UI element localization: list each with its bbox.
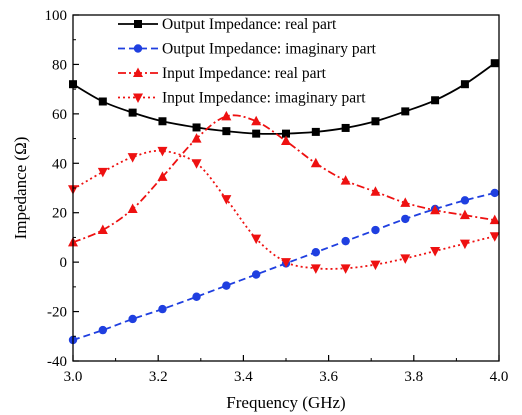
- series-3-point: [370, 260, 381, 271]
- series-3-point: [157, 146, 168, 157]
- series-1-point: [341, 236, 350, 246]
- x-tick-label: 3.0: [64, 369, 83, 385]
- y-tick-label: 60: [52, 107, 67, 123]
- series-2-point: [430, 204, 441, 215]
- series-0-point: [371, 117, 380, 126]
- legend-marker-3: [133, 93, 143, 103]
- legend-label-0: Output Impedance: real part: [162, 16, 337, 33]
- series-2-point: [310, 157, 321, 168]
- series-3-point: [459, 239, 470, 250]
- x-tick-label: 3.2: [149, 369, 168, 385]
- y-tick-label: -40: [47, 354, 67, 370]
- x-tick-label: 3.4: [234, 369, 253, 385]
- series-1-point: [192, 292, 201, 301]
- series-0-point: [222, 127, 231, 136]
- series-3-point: [281, 258, 291, 268]
- series-2-point: [459, 209, 470, 220]
- series-2-point: [127, 203, 138, 214]
- series-1-point: [98, 325, 108, 335]
- series-0-point: [252, 129, 261, 138]
- series-0-point: [431, 96, 440, 105]
- series-2-point: [191, 133, 202, 143]
- y-axis-title: Impedance (Ω): [11, 137, 30, 240]
- series-3-point: [97, 167, 108, 178]
- series-2-point: [157, 171, 168, 181]
- y-tick-label: 80: [52, 57, 67, 73]
- series-2-point: [370, 186, 381, 196]
- x-tick-label: 3.8: [404, 369, 423, 385]
- series-0-point: [311, 127, 320, 136]
- series-1-point: [401, 214, 410, 224]
- axis-layer: 3.0 3.2 3.4 3.6 3.8 4.0 -40 -20 0 20 40 60 80 100: [45, 8, 509, 385]
- series-0-point: [158, 117, 167, 126]
- series-line-3: [73, 149, 495, 270]
- series-2-point: [97, 224, 108, 235]
- y-tick-label: 40: [52, 156, 67, 172]
- x-axis-title: Frequency (GHz): [226, 393, 345, 412]
- series-2-point: [251, 115, 262, 126]
- series-0-point: [98, 97, 107, 106]
- series-1-point: [222, 281, 231, 290]
- y-tick-label: -20: [47, 305, 67, 321]
- legend-label-3: Input Impedance: imaginary part: [162, 90, 366, 107]
- x-tick-label: 3.6: [319, 369, 338, 385]
- series-2-point: [489, 214, 500, 225]
- series-3-point: [310, 264, 321, 274]
- series-1-point: [371, 225, 380, 235]
- legend-marker-1: [133, 44, 143, 53]
- series-0-point: [192, 123, 201, 132]
- series-2-point: [400, 197, 411, 207]
- series-1-point: [251, 270, 261, 279]
- series-0-point: [282, 129, 290, 138]
- series-2-point: [221, 110, 232, 121]
- series-1-point: [311, 248, 321, 257]
- legend-marker-0: [134, 20, 142, 28]
- series-1-point: [490, 188, 499, 198]
- series-3-point: [221, 195, 232, 205]
- series-1-point: [128, 314, 137, 324]
- series-0-point: [490, 59, 499, 68]
- x-tick-label: 4.0: [490, 369, 509, 385]
- series-3-point: [340, 264, 351, 274]
- series-2-point: [281, 135, 291, 146]
- series-3-point: [191, 159, 202, 169]
- marker-layer: [68, 59, 500, 345]
- legend-label-2: Input Impedance: real part: [162, 65, 327, 82]
- series-3-point: [430, 247, 441, 257]
- series-0-point: [401, 107, 410, 116]
- series-2-point: [340, 175, 351, 185]
- legend-marker-2: [133, 67, 143, 77]
- series-3-point: [127, 153, 138, 163]
- series-0-point: [128, 108, 137, 117]
- legend: Output Impedance: real part Output Impeda…: [118, 16, 377, 107]
- series-1-point: [460, 196, 470, 205]
- series-0-point: [341, 123, 350, 132]
- series-1-point: [158, 304, 167, 314]
- legend-label-1: Output Impedance: imaginary part: [162, 41, 377, 58]
- series-0-point: [460, 80, 469, 89]
- y-tick-label: 0: [60, 255, 68, 271]
- series-3-point: [489, 232, 500, 242]
- y-tick-label: 20: [52, 206, 67, 222]
- series-3-point: [251, 234, 262, 245]
- series-3-point: [400, 254, 411, 264]
- y-tick-label: 100: [45, 8, 68, 24]
